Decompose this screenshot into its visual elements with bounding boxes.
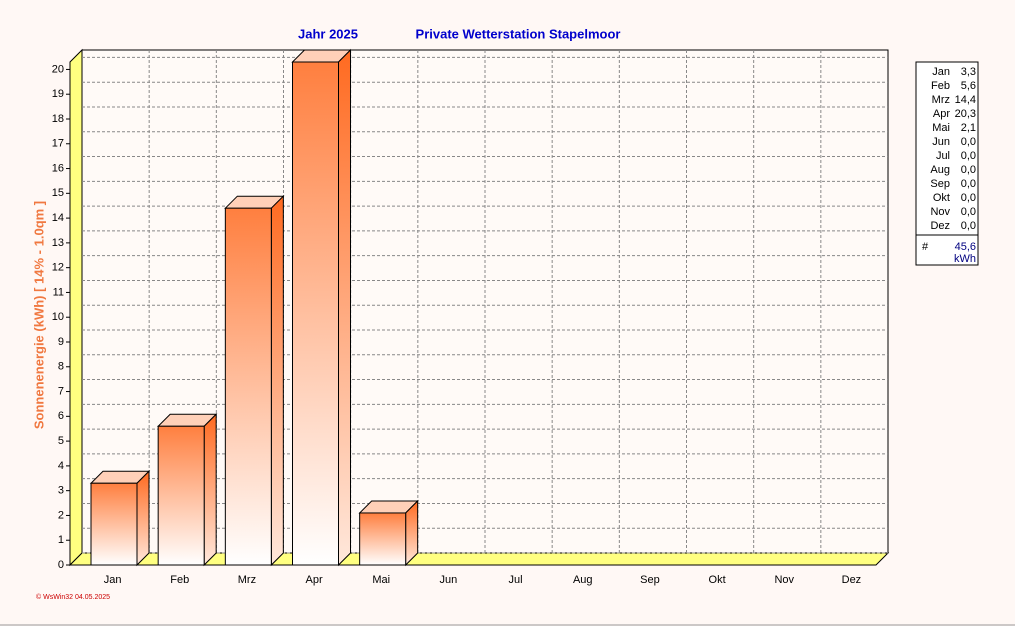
- y-tick-label: 8: [58, 361, 64, 373]
- x-tick-label: Nov: [774, 574, 794, 586]
- footer: © WsWin32 04.05.2025: [36, 593, 110, 601]
- y-tick-label: 18: [52, 113, 64, 125]
- x-tick-label: Okt: [709, 574, 726, 586]
- legend-month: Mai: [932, 122, 950, 134]
- chart-title: Jahr 2025: [298, 26, 358, 41]
- legend-month: Mrz: [932, 94, 950, 106]
- y-tick-label: 9: [58, 336, 64, 348]
- side-wall: [69, 48, 83, 567]
- x-tick-label: Jul: [509, 574, 523, 586]
- bar-side: [405, 499, 419, 567]
- bar-side: [270, 194, 284, 567]
- x-tick-label: Apr: [306, 574, 323, 586]
- legend-month: Jul: [936, 150, 950, 162]
- bar-side: [203, 413, 217, 567]
- x-tick-label: Mrz: [238, 574, 256, 586]
- x-tick-label: Aug: [573, 574, 593, 586]
- legend-unit: kWh: [954, 253, 976, 265]
- legend-month: Sep: [930, 178, 950, 190]
- legend-value: 2,1: [961, 122, 976, 134]
- legend-value: 0,0: [961, 178, 976, 190]
- legend-value: 14,4: [955, 94, 976, 106]
- legend-month: Jun: [932, 136, 950, 148]
- y-tick-label: 15: [52, 187, 64, 199]
- legend-value: 0,0: [961, 150, 976, 162]
- legend-month: Apr: [933, 108, 950, 120]
- bar-side: [338, 48, 351, 567]
- y-tick-label: 13: [52, 237, 64, 249]
- legend-total: 45,6: [955, 241, 976, 253]
- y-tick-label: 10: [52, 311, 64, 323]
- legend-value: 5,6: [961, 80, 976, 92]
- y-tick-label: 5: [58, 435, 64, 447]
- x-tick-label: Jan: [104, 574, 122, 586]
- y-tick-label: 19: [52, 88, 64, 100]
- chart-subtitle: Private Wetterstation Stapelmoor: [416, 26, 621, 41]
- y-tick-label: 12: [52, 262, 64, 274]
- y-tick-label: 1: [58, 534, 64, 546]
- legend-month: Nov: [930, 206, 950, 218]
- y-tick-label: 11: [53, 286, 64, 298]
- legend-value: 3,3: [961, 66, 976, 78]
- legend-month: Jan: [932, 66, 950, 78]
- bar-side: [136, 470, 150, 567]
- bar: [224, 207, 272, 566]
- bar: [90, 482, 138, 566]
- y-tick-label: 17: [52, 138, 64, 150]
- bar: [292, 61, 339, 566]
- legend-month: Feb: [931, 80, 950, 92]
- y-axis-label: Sonnenenergie (kWh) [ 14% - 1.0qm ]: [31, 201, 46, 429]
- x-tick-label: Dez: [842, 574, 862, 586]
- legend-total-symbol: #: [922, 241, 929, 253]
- y-tick-label: 2: [58, 509, 64, 521]
- legend-value: 0,0: [961, 192, 976, 204]
- y-tick-label: 7: [58, 385, 64, 397]
- y-tick-label: 16: [52, 162, 64, 174]
- legend-month: Dez: [930, 220, 950, 232]
- bar: [157, 425, 205, 566]
- legend-value: 20,3: [955, 108, 976, 120]
- legend-month: Okt: [933, 192, 950, 204]
- bar: [359, 512, 407, 566]
- legend-month: Aug: [930, 164, 950, 176]
- legend-box: [915, 61, 979, 266]
- legend-value: 0,0: [961, 136, 976, 148]
- y-tick-label: 4: [58, 460, 64, 472]
- x-tick-label: Mai: [372, 574, 390, 586]
- x-tick-label: Feb: [170, 574, 189, 586]
- y-tick-label: 6: [58, 410, 64, 422]
- y-tick-label: 0: [58, 559, 64, 571]
- legend-value: 0,0: [961, 206, 976, 218]
- legend-value: 0,0: [961, 164, 976, 176]
- x-tick-label: Jun: [440, 574, 458, 586]
- x-tick-label: Sep: [640, 574, 660, 586]
- y-tick-label: 20: [52, 63, 64, 75]
- y-tick-label: 14: [52, 212, 64, 224]
- legend-value: 0,0: [961, 220, 976, 232]
- y-tick-label: 3: [58, 485, 64, 497]
